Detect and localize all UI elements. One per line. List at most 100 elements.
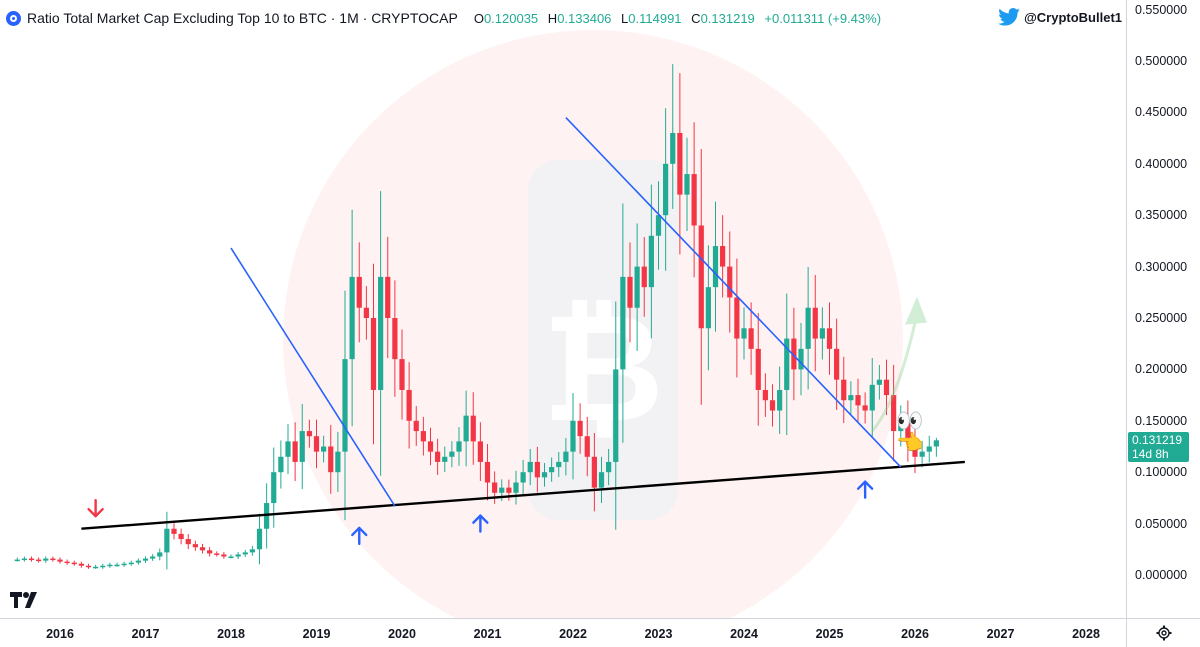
candles-group: [14, 64, 939, 570]
candle-body: [698, 225, 704, 329]
candle-body: [677, 132, 683, 195]
arrow-head: [856, 480, 874, 490]
candle-body: [606, 461, 612, 473]
price-tick-label: 0.150000: [1135, 413, 1188, 428]
time-tick-label: 2027: [986, 627, 1015, 641]
candle-body: [513, 482, 519, 493]
candle-body: [207, 550, 213, 554]
price-tick-label: 0.200000: [1135, 362, 1188, 377]
time-tick-label: 2018: [217, 627, 245, 641]
candle-body: [456, 441, 462, 452]
candle-body: [834, 348, 840, 380]
candle-body: [221, 554, 227, 557]
candle-body: [784, 338, 790, 390]
candle-body: [762, 389, 768, 401]
candle-body: [242, 552, 248, 555]
time-tick-label: 2017: [131, 627, 160, 641]
arrow-head: [351, 526, 368, 537]
candle-body: [342, 359, 348, 452]
time-tick-label: 2019: [302, 627, 331, 641]
candle-body: [484, 461, 491, 483]
candle-body: [705, 287, 711, 329]
candle-body: [769, 400, 776, 411]
candle-body: [121, 563, 127, 566]
time-tick-label: 2024: [730, 627, 758, 641]
candle-body: [520, 472, 526, 483]
candle-body: [135, 560, 141, 563]
time-tick-label: 2022: [559, 627, 587, 641]
price-tick-label: 0.250000: [1135, 311, 1188, 325]
support-line: [81, 460, 965, 530]
arrow-head: [87, 507, 104, 518]
candle-body: [321, 446, 327, 452]
time-tick-label: 2026: [901, 627, 929, 641]
candle-body: [641, 266, 647, 288]
candle-body: [150, 556, 156, 559]
candle-body: [591, 456, 597, 488]
candle-body: [171, 528, 177, 534]
price-axis[interactable]: 0.550000 0.500000 0.450000 0.400000 0.350000…: [1126, 0, 1200, 618]
time-tick-label: 2025: [815, 627, 844, 641]
open-value: 0.120035: [483, 10, 539, 26]
candle-body: [406, 389, 412, 421]
high-label: H: [547, 10, 558, 26]
candle-body: [819, 328, 825, 339]
resistance-trendline: [230, 247, 396, 507]
candle-body: [306, 431, 312, 437]
projection-arrow-path: [871, 322, 917, 433]
candle-body: [527, 461, 533, 473]
candle-body: [470, 415, 476, 442]
candle-body: [214, 553, 220, 555]
gear-icon[interactable]: [1156, 625, 1172, 641]
time-tick-label: 2020: [388, 627, 416, 641]
candle-body: [598, 472, 605, 488]
last-price-value: 0.131219: [1132, 433, 1183, 447]
price-tick-label: 0.400000: [1135, 156, 1188, 171]
candle-body: [741, 328, 747, 339]
candle-body: [919, 451, 925, 457]
high-value: 0.133406: [557, 10, 612, 26]
ohlc-values: O0.120035 H0.133406 L0.114991 C0.131219 …: [468, 11, 881, 26]
candle-body: [791, 338, 797, 370]
watermark-bitcoin-symbol: ₿: [542, 282, 664, 456]
candle-body: [684, 174, 690, 195]
price-chart[interactable]: ₿: [0, 0, 1126, 618]
arrow-up-icon: [472, 514, 489, 533]
candle-body: [93, 566, 99, 569]
candle-body: [755, 348, 761, 390]
projection-arrow-head: [905, 296, 927, 325]
candle-body: [563, 451, 569, 462]
candle-body: [21, 558, 27, 561]
candle-body: [812, 307, 818, 339]
candle-body: [584, 436, 590, 457]
candle-body: [556, 461, 562, 468]
candle-body: [313, 436, 320, 452]
time-axis[interactable]: 2016 2017 2018 2019 2020 2021 2022 2023 2024 2025…: [0, 618, 1126, 647]
close-label: C: [691, 10, 701, 26]
candle-body: [727, 266, 733, 298]
time-tick-label: 2021: [473, 627, 502, 641]
symbol-header: Ratio Total Market Cap Excluding Top 10 …: [6, 8, 881, 28]
candle-body: [292, 441, 298, 462]
candle-body: [499, 487, 505, 493]
candle-body: [114, 564, 120, 567]
candle-body: [164, 528, 170, 553]
candle-body: [734, 297, 740, 339]
arrow-head: [472, 514, 489, 524]
candle-body: [620, 276, 626, 370]
watermark-bottle: [528, 160, 678, 520]
candle-body: [442, 456, 448, 462]
candle-body: [841, 379, 847, 401]
low-value: 0.114991: [628, 10, 682, 26]
candle-body: [898, 420, 904, 432]
candle-body: [128, 562, 134, 565]
symbol-title[interactable]: Ratio Total Market Cap Excluding Top 10 …: [27, 10, 458, 26]
candle-body: [370, 318, 377, 390]
candle-body: [549, 467, 555, 473]
candle-body: [43, 558, 49, 561]
candle-body: [670, 132, 676, 164]
time-tick-label: 2023: [644, 627, 673, 641]
resistance-trendline: [565, 116, 902, 468]
candle-body: [570, 420, 576, 452]
tradingview-logo-icon: [10, 592, 37, 608]
